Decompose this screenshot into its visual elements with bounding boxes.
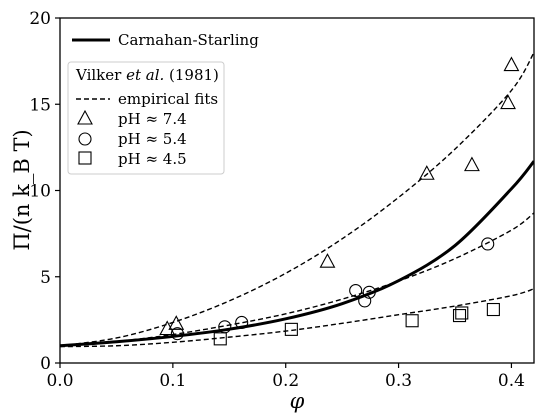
data-point-circle (170, 327, 184, 341)
legend-ph-5-4-label: pH ≈ 5.4 (118, 130, 187, 148)
data-point-circle (235, 315, 249, 330)
data-points (159, 56, 520, 346)
legend-box-frame (67, 61, 225, 175)
fit-curves (60, 52, 534, 348)
data-point-triangle (503, 56, 520, 72)
data-point-triangle (319, 253, 336, 268)
data-point-triangle (464, 156, 480, 172)
legend-ph-4-5-label: pH ≈ 4.5 (118, 150, 187, 168)
data-point-square (213, 332, 227, 346)
carnahan-starling-curve (60, 160, 534, 348)
data-point-triangle (500, 94, 516, 110)
empirical-fit-line-square (60, 288, 534, 348)
x-axis-title: φ (290, 389, 305, 413)
legend-ph-7-4-label: pH ≈ 7.4 (118, 110, 187, 128)
y-tick-label: 0 (40, 354, 51, 374)
legend-triangle-marker (77, 109, 93, 125)
y-tick-label: 5 (40, 268, 51, 288)
data-point-square (405, 314, 419, 328)
empirical-fit-line-circle (60, 212, 534, 347)
legend-circle-marker (78, 132, 92, 146)
y-axis-title: Π/(n k_B T) (10, 129, 34, 250)
x-axis-ticks: 0.0 0.1 0.2 0.3 0.4 (46, 363, 525, 391)
data-point-circle (349, 283, 363, 298)
legend-carnahan-starling: Carnahan-Starling (72, 31, 259, 49)
data-point-triangle (418, 165, 435, 180)
data-point-square (452, 309, 467, 323)
x-tick-label: 0.1 (159, 371, 186, 391)
x-tick-label: 0.2 (272, 371, 299, 391)
legend-group-title: Vilker et al. (1981) (75, 66, 219, 84)
x-tick-label: 0.3 (385, 371, 412, 391)
y-tick-label: 20 (29, 9, 51, 29)
data-point-triangle (168, 315, 185, 330)
y-tick-label: 10 (29, 182, 51, 202)
x-tick-label: 0.4 (498, 371, 525, 391)
data-point-square (455, 306, 469, 320)
data-point-circle (481, 237, 495, 251)
data-point-square (486, 302, 500, 317)
carnahan-starling-line (60, 160, 534, 348)
y-tick-label: 15 (29, 95, 51, 115)
data-point-square (284, 322, 298, 336)
empirical-fit-line-triangle (60, 52, 534, 347)
legend-square-marker (78, 151, 92, 165)
data-point-circle (358, 294, 372, 308)
legend-fit-label: empirical fits (118, 90, 218, 108)
legend-vilker-box: Vilker et al. (1981) empirical fits pH ≈… (67, 61, 225, 175)
data-point-triangle (159, 320, 176, 336)
legend-carnahan-starling-label: Carnahan-Starling (118, 31, 259, 49)
x-tick-label: 0.0 (46, 371, 73, 391)
y-axis-ticks: 0 5 10 15 20 (29, 9, 60, 374)
data-point-circle (362, 285, 376, 299)
